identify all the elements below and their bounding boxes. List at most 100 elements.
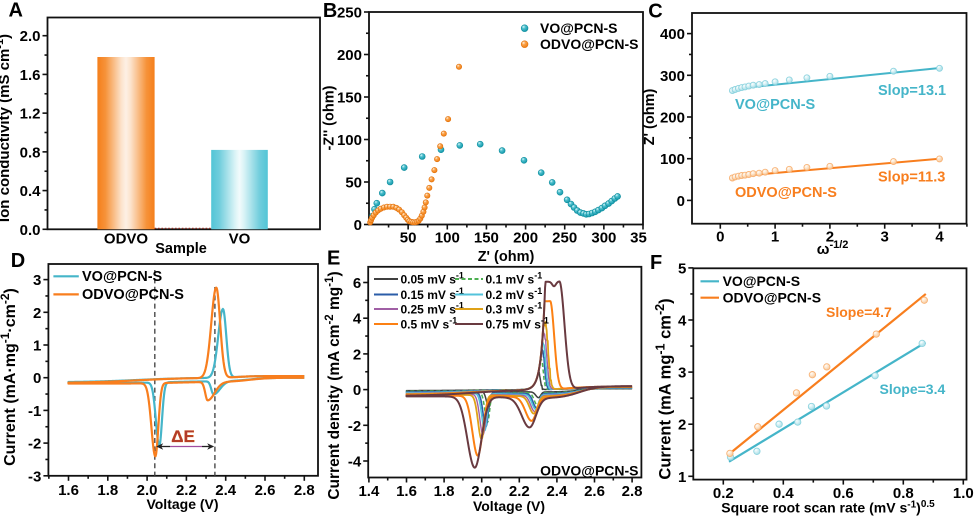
svg-text:2.0: 2.0 [137, 482, 158, 499]
svg-text:300: 300 [660, 68, 685, 85]
svg-text:0.15 mV s-1: 0.15 mV s-1 [401, 286, 464, 302]
svg-text:200: 200 [660, 110, 685, 127]
svg-text:B: B [323, 0, 337, 22]
svg-text:4: 4 [678, 313, 687, 330]
svg-text:250: 250 [337, 5, 362, 22]
svg-text:1.8: 1.8 [434, 483, 455, 500]
svg-text:VO: VO [229, 231, 251, 248]
svg-text:2.6: 2.6 [255, 482, 276, 499]
svg-text:Square root scan rate (mV s-1): Square root scan rate (mV s-1)0.5 [721, 499, 935, 515]
svg-text:ODVO@PCN-S: ODVO@PCN-S [540, 36, 638, 52]
svg-text:0.5 mV s-1: 0.5 mV s-1 [401, 315, 458, 331]
svg-text:50: 50 [345, 175, 362, 192]
svg-text:VO@PCN-S: VO@PCN-S [735, 97, 816, 113]
svg-text:3: 3 [881, 229, 889, 246]
svg-text:Voltage (V): Voltage (V) [146, 496, 218, 512]
svg-text:1.6: 1.6 [58, 482, 79, 499]
svg-text:100: 100 [435, 230, 460, 247]
svg-text:400: 400 [660, 26, 685, 43]
svg-text:0.8: 0.8 [893, 485, 914, 502]
svg-text:0: 0 [716, 229, 724, 246]
svg-text:1.0: 1.0 [953, 485, 974, 502]
svg-text:0.2 mV s-1: 0.2 mV s-1 [486, 286, 543, 302]
svg-text:150: 150 [337, 90, 362, 107]
svg-text:1.8: 1.8 [97, 482, 118, 499]
svg-text:1: 1 [678, 469, 686, 486]
svg-text:Current (mA mg-1 cm-2): Current (mA mg-1 cm-2) [653, 298, 674, 479]
svg-text:1: 1 [33, 338, 41, 355]
svg-text:300: 300 [591, 230, 616, 247]
svg-text:100: 100 [660, 151, 685, 168]
svg-text:0.05 mV s-1: 0.05 mV s-1 [401, 270, 464, 286]
svg-text:0.8: 0.8 [20, 144, 41, 161]
svg-text:0: 0 [677, 193, 685, 210]
svg-text:5: 5 [678, 260, 686, 277]
svg-text:0.3 mV s-1: 0.3 mV s-1 [486, 300, 543, 316]
svg-text:2: 2 [678, 417, 686, 434]
svg-text:0.25 mV s-1: 0.25 mV s-1 [401, 300, 464, 316]
svg-text:-Z'' (ohm): -Z'' (ohm) [322, 85, 338, 150]
svg-text:1.6: 1.6 [396, 483, 417, 500]
svg-text:0.75 mV s-1: 0.75 mV s-1 [486, 315, 549, 331]
svg-text:E: E [327, 248, 340, 270]
svg-text:1: 1 [771, 229, 779, 246]
svg-text:ODVO@PCN-S: ODVO@PCN-S [82, 287, 184, 303]
svg-text:Sample: Sample [155, 241, 207, 257]
svg-text:2.8: 2.8 [622, 483, 643, 500]
svg-text:-3: -3 [28, 468, 41, 485]
svg-text:D: D [11, 250, 25, 272]
svg-text:Slop=13.1: Slop=13.1 [878, 83, 946, 99]
svg-text:3: 3 [33, 272, 41, 289]
svg-text:0.1 mV s-1: 0.1 mV s-1 [486, 270, 543, 286]
svg-text:6: 6 [353, 275, 361, 292]
svg-text:ΔE: ΔE [171, 427, 195, 446]
svg-text:200: 200 [513, 230, 538, 247]
svg-text:2.2: 2.2 [509, 483, 530, 500]
svg-text:0.0: 0.0 [20, 222, 41, 239]
svg-text:0: 0 [33, 370, 41, 387]
svg-text:Voltage (V): Voltage (V) [473, 498, 545, 514]
svg-text:F: F [650, 252, 662, 274]
svg-text:2.0: 2.0 [20, 28, 41, 45]
svg-text:2: 2 [826, 229, 834, 246]
svg-text:0.4: 0.4 [773, 485, 795, 502]
svg-text:3: 3 [678, 365, 686, 382]
svg-text:2: 2 [33, 305, 41, 322]
svg-text:2: 2 [353, 346, 361, 363]
svg-text:100: 100 [337, 132, 362, 149]
svg-text:-4: -4 [348, 454, 362, 471]
svg-text:1.6: 1.6 [20, 67, 41, 84]
svg-text:2.2: 2.2 [176, 482, 197, 499]
svg-text:0.6: 0.6 [833, 485, 854, 502]
svg-text:4: 4 [935, 229, 944, 246]
svg-text:VO@PCN-S: VO@PCN-S [723, 273, 800, 289]
svg-text:Slope=3.4: Slope=3.4 [880, 381, 946, 397]
svg-text:Current (mA·mg-1·cm-2): Current (mA·mg-1·cm-2) [0, 288, 19, 466]
svg-text:-2: -2 [28, 436, 41, 453]
svg-text:Z' (ohm): Z' (ohm) [478, 249, 535, 265]
svg-text:ODVO: ODVO [104, 231, 149, 248]
svg-text:C: C [648, 1, 662, 23]
svg-text:2.0: 2.0 [471, 483, 492, 500]
svg-text:ODVO@PCN-S: ODVO@PCN-S [540, 463, 638, 479]
svg-text:-1: -1 [28, 403, 41, 420]
svg-text:VO@PCN-S: VO@PCN-S [82, 269, 163, 285]
svg-text:200: 200 [337, 47, 362, 64]
svg-text:2.4: 2.4 [546, 483, 568, 500]
svg-text:2.6: 2.6 [584, 483, 605, 500]
svg-text:0: 0 [353, 382, 361, 399]
svg-text:2.8: 2.8 [294, 482, 315, 499]
svg-text:150: 150 [474, 230, 499, 247]
svg-text:A: A [9, 0, 23, 22]
svg-text:-2: -2 [348, 418, 361, 435]
svg-text:2.4: 2.4 [215, 482, 237, 499]
svg-text:35: 35 [630, 230, 647, 247]
svg-text:ODVO@PCN-S: ODVO@PCN-S [735, 185, 837, 201]
svg-text:4: 4 [353, 311, 362, 328]
svg-text:0.4: 0.4 [20, 183, 42, 200]
svg-text:Slop=11.3: Slop=11.3 [878, 170, 945, 186]
svg-text:250: 250 [552, 230, 577, 247]
svg-text:Ion conductivity (mS cm-1): Ion conductivity (mS cm-1) [0, 34, 13, 222]
svg-text:ODVO@PCN-S: ODVO@PCN-S [723, 289, 821, 305]
svg-text:1.2: 1.2 [20, 106, 41, 123]
